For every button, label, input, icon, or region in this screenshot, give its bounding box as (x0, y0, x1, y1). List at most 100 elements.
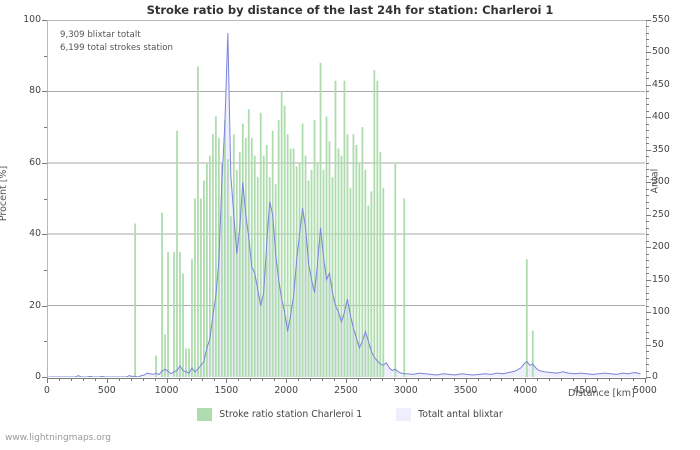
legend-label-stroke-ratio: Stroke ratio station Charleroi 1 (219, 409, 363, 420)
y-tick-label-left: 100 (23, 14, 41, 25)
footer-watermark: www.lightningmaps.org (5, 433, 111, 443)
y-axis-tick-right (646, 299, 649, 301)
x-tick-label: 0 (44, 385, 50, 396)
x-axis-tick (369, 378, 371, 381)
x-axis-tick (118, 378, 120, 381)
plot-canvas (47, 32, 645, 377)
x-axis-tick (334, 378, 336, 381)
y-axis-tick-right (646, 266, 649, 268)
y-axis-tick-right (646, 221, 649, 223)
x-axis-tick (585, 378, 587, 383)
y-tick-label-left: 80 (29, 85, 41, 97)
y-axis-tick-right (646, 143, 649, 145)
y-axis-tick-right (646, 305, 649, 307)
x-axis-tick (477, 378, 479, 381)
y-tick-label-right: 450 (652, 78, 670, 90)
y-axis-tick-left (42, 162, 47, 164)
x-axis-tick (178, 378, 180, 381)
y-axis-tick-left (42, 20, 47, 21)
y-tick-label-left: 20 (29, 299, 41, 311)
x-axis-tick (357, 378, 359, 381)
y-axis-tick-left (42, 234, 47, 236)
x-axis-tick (47, 378, 48, 383)
x-axis-tick (238, 378, 240, 381)
y-axis-tick-left (44, 127, 47, 129)
y-tick-label-right: 150 (652, 273, 670, 285)
y-axis-tick-right (646, 130, 649, 132)
y-axis-tick-right (646, 201, 649, 203)
y-axis-tick-right (646, 240, 649, 242)
x-tick-label: 2000 (274, 385, 299, 396)
x-axis-tick (621, 378, 623, 381)
x-axis-tick (441, 378, 443, 381)
y-axis-tick-right (646, 58, 649, 60)
annotation-total-strokes: 9,309 blixtar totalt (60, 30, 141, 40)
y-axis-tick-right (646, 247, 651, 249)
y-axis-tick-right (646, 156, 649, 158)
y-axis-tick-right (646, 312, 651, 314)
y-tick-label-right: 250 (652, 208, 670, 220)
y-axis-tick-right (646, 260, 649, 262)
x-axis-tick (322, 378, 324, 381)
x-tick-label: 4500 (573, 385, 598, 396)
y-tick-label-right: 500 (652, 46, 670, 58)
y-axis-tick-right (646, 39, 649, 41)
x-axis-tick (453, 378, 455, 381)
y-axis-tick-left (42, 91, 47, 93)
y-axis-tick-right (646, 325, 649, 327)
x-axis-tick (513, 378, 515, 381)
x-axis-tick (262, 378, 264, 381)
y-tick-label-right: 50 (652, 338, 664, 350)
x-tick-label: 2500 (334, 385, 358, 396)
x-axis-tick (250, 378, 252, 381)
y-axis-tick-right (646, 234, 649, 236)
x-axis-tick (645, 378, 646, 383)
y-axis-tick-right (646, 97, 649, 99)
y-tick-label-right: 400 (652, 111, 670, 123)
legend-item-stroke-ratio[interactable]: Stroke ratio station Charleroi 1 (197, 408, 362, 421)
x-axis-tick (130, 378, 132, 381)
y-tick-label-right: 550 (652, 14, 670, 25)
y-tick-label-right: 100 (652, 306, 670, 318)
y-axis-tick-left (44, 198, 47, 200)
x-axis-tick (346, 378, 347, 383)
x-axis-tick (597, 378, 599, 381)
x-axis-tick (465, 378, 467, 383)
y-axis-tick-right (646, 351, 649, 353)
y-axis-tick-right (646, 318, 649, 320)
x-axis-tick (609, 378, 611, 381)
y-axis-tick-right (646, 123, 649, 125)
y-axis-tick-right (646, 364, 649, 366)
y-axis-tick-right (646, 149, 651, 151)
y-axis-tick-right (646, 286, 649, 288)
x-axis-tick (274, 378, 276, 381)
x-axis-tick (561, 378, 563, 381)
x-axis-tick (310, 378, 312, 381)
y-axis-tick-right (646, 117, 651, 119)
y-axis-tick-right (646, 214, 651, 216)
x-axis-tick (298, 378, 300, 381)
x-axis-tick (190, 378, 192, 381)
legend-item-total-strokes[interactable]: Totalt antal blixtar (396, 408, 503, 421)
y-axis-tick-right (646, 253, 649, 255)
legend-swatch-total-strokes (396, 408, 412, 421)
y-axis-tick-right (646, 169, 649, 171)
y-axis-tick-right (646, 162, 649, 164)
x-axis-tick (154, 378, 156, 381)
y-axis-label-left: Procent [%] (0, 165, 10, 222)
y-tick-label-right: 300 (652, 176, 670, 188)
y-axis-tick-right (646, 370, 649, 372)
x-axis-tick (106, 378, 108, 383)
y-axis-tick-right (646, 338, 649, 340)
y-tick-label-left: 0 (35, 371, 41, 382)
y-axis-label-right: Antal (649, 168, 661, 194)
y-axis-tick-left (44, 55, 47, 57)
y-axis-tick-right (646, 65, 649, 67)
x-axis-tick (489, 378, 491, 381)
y-axis-tick-right (646, 188, 649, 190)
legend-label-total-strokes: Totalt antal blixtar (418, 409, 503, 420)
y-axis-tick-right (646, 182, 651, 184)
y-axis-tick-right (646, 273, 649, 275)
y-axis-tick-right (646, 377, 651, 378)
